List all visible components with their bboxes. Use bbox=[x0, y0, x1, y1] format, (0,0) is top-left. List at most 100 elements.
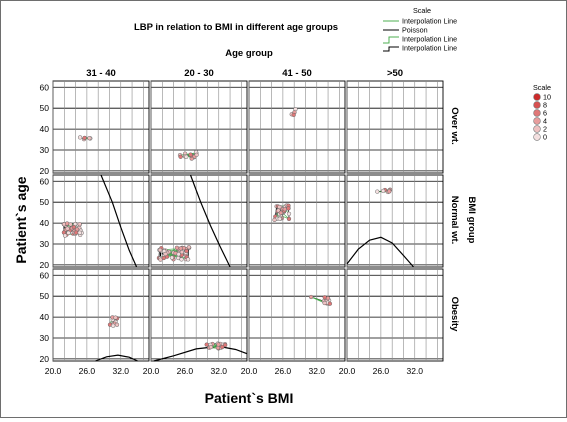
top-legend-heading: Scale bbox=[413, 6, 431, 15]
legend-swatch-green-step bbox=[383, 36, 399, 44]
panel-r2c1-point-39 bbox=[71, 224, 77, 230]
panel-r3c3-point-11 bbox=[327, 301, 333, 306]
panel-r2c1-point-31 bbox=[74, 230, 79, 235]
right-legend-swatch-2 bbox=[533, 101, 541, 109]
panel-r2c1-point-28 bbox=[62, 233, 68, 238]
x-tick-label-c3-1: 26.0 bbox=[275, 366, 292, 376]
row-group-label: BMI group bbox=[466, 197, 477, 244]
panel-r1c2-border bbox=[150, 80, 248, 174]
panel-r3c2-point-7 bbox=[223, 342, 228, 348]
panel-r3c1-point-5 bbox=[114, 322, 120, 327]
panel-r2c4-point-4 bbox=[381, 188, 386, 194]
panel-r3c1-point-9 bbox=[113, 315, 118, 320]
y-tick-label-r1-3: 50 bbox=[40, 103, 50, 113]
panel-r1c1-point-5 bbox=[87, 136, 92, 141]
panel-r1c1-border bbox=[52, 80, 150, 174]
right-legend-swatch-1 bbox=[533, 93, 541, 101]
panel-r1c1-point-3 bbox=[82, 135, 87, 141]
x-tick-label-c2-0: 20.0 bbox=[143, 366, 160, 376]
y-tick-label-r2-3: 50 bbox=[40, 197, 50, 207]
right-legend-item-2: 8 bbox=[543, 101, 547, 110]
y-tick-label-r1-0: 20 bbox=[40, 166, 50, 176]
panel-r2c4-border bbox=[346, 174, 444, 268]
panel-r2c2-point-35 bbox=[184, 248, 189, 254]
column-header-4: >50 bbox=[387, 68, 403, 79]
y-tick-label-r2-4: 60 bbox=[40, 176, 50, 186]
y-tick-label-r1-2: 40 bbox=[40, 124, 50, 134]
panel-r2c2-point-33 bbox=[158, 247, 163, 253]
top-legend: Scale Interpolation Line Poisson Interpo… bbox=[383, 6, 457, 53]
right-legend: Scale 10 8 6 4 2 0 bbox=[533, 83, 551, 142]
y-tick-label-r1-1: 30 bbox=[40, 145, 50, 155]
panel-r3c1-poisson-curve bbox=[95, 354, 138, 362]
x-axis-title: Patient`s BMI bbox=[205, 390, 294, 406]
row-header-1: Over wt. bbox=[449, 107, 460, 145]
panel-r1c2-point-7 bbox=[188, 152, 193, 157]
column-group-label: Age group bbox=[225, 48, 273, 59]
panel-r2c2-point-37 bbox=[179, 249, 185, 255]
row-header-3: Obesity bbox=[449, 297, 460, 333]
panel-r2c1-point-41 bbox=[65, 226, 70, 231]
panel-r2c4-poisson-curve bbox=[346, 236, 415, 268]
panel-r3c1-point-8 bbox=[111, 323, 116, 328]
panel-r2c2-point-17 bbox=[186, 245, 192, 250]
panel-r2c2-point-42 bbox=[174, 245, 180, 250]
right-legend-item-1: 10 bbox=[543, 93, 551, 102]
panel-r3c2-point-14 bbox=[216, 342, 221, 347]
y-tick-label-r1-4: 60 bbox=[40, 82, 50, 92]
y-axis-title: Patient`s age bbox=[13, 176, 29, 263]
panel-r3c3-point-7 bbox=[322, 295, 327, 300]
panel-r2c1-border bbox=[52, 174, 150, 268]
y-tick-label-r3-2: 40 bbox=[40, 312, 50, 322]
panel-r3c2-border bbox=[150, 268, 248, 362]
panel-r2c2-point-45 bbox=[163, 251, 168, 257]
column-header-1: 31 - 40 bbox=[86, 68, 116, 79]
panel-r3c3-point-10 bbox=[308, 294, 314, 300]
chart-title: LBP in relation to BMI in different age … bbox=[134, 22, 338, 33]
right-legend-swatch-3 bbox=[533, 109, 541, 117]
panel-r2c3-point-28 bbox=[277, 216, 282, 221]
y-tick-label-r3-1: 30 bbox=[40, 333, 50, 343]
panel-r3c2-point-13 bbox=[208, 344, 214, 350]
panel-r2c1-point-32 bbox=[77, 230, 82, 235]
panel-r2c2-poisson-curve bbox=[189, 174, 231, 268]
top-legend-item-3: Interpolation Line bbox=[402, 35, 457, 44]
panel-r3c3-border bbox=[248, 268, 346, 362]
panel-r2c3-border bbox=[248, 174, 346, 268]
panel-r2c3-point-0 bbox=[286, 211, 292, 216]
panel-r3c1-border bbox=[52, 268, 150, 362]
panel-r2c2-point-36 bbox=[185, 257, 191, 262]
panel-r3c2-point-15 bbox=[220, 344, 225, 350]
panel-r2c1-poisson-curve bbox=[100, 174, 138, 268]
panel-r3c2-point-11 bbox=[204, 342, 209, 347]
panel-r2c2-point-43 bbox=[161, 255, 166, 261]
x-tick-label-c4-0: 20.0 bbox=[339, 366, 356, 376]
panel-r2c1-point-40 bbox=[66, 230, 71, 235]
panel-r1c3-border bbox=[248, 80, 346, 174]
panel-r1c2-point-11 bbox=[178, 154, 183, 159]
panel-r2c1-point-38 bbox=[64, 221, 70, 226]
x-tick-label-c4-2: 32.0 bbox=[406, 366, 423, 376]
x-tick-label-c2-2: 32.0 bbox=[210, 366, 227, 376]
panel-r2c4-point-0 bbox=[375, 189, 380, 194]
x-tick-label-c3-0: 20.0 bbox=[241, 366, 258, 376]
panel-r1c4-border bbox=[346, 80, 444, 174]
y-tick-label-r2-2: 40 bbox=[40, 218, 50, 228]
panel-r2c2-point-28 bbox=[179, 257, 184, 262]
legend-swatch-black-step bbox=[383, 46, 399, 52]
panel-r2c4-point-6 bbox=[387, 189, 392, 194]
panel-r1c1-point-0 bbox=[77, 135, 83, 140]
panel-r2c2-point-24 bbox=[169, 255, 175, 260]
x-tick-label-c1-0: 20.0 bbox=[45, 366, 62, 376]
panel-r1c2-point-12 bbox=[184, 154, 189, 159]
y-tick-label-r2-1: 30 bbox=[40, 239, 50, 249]
right-legend-item-3: 6 bbox=[543, 109, 547, 118]
panel-r2c2-point-32 bbox=[176, 252, 181, 257]
column-header-3: 41 - 50 bbox=[282, 68, 312, 79]
panel-r2c1-point-25 bbox=[77, 222, 82, 227]
right-legend-item-4: 4 bbox=[543, 117, 547, 126]
x-tick-label-c2-1: 26.0 bbox=[177, 366, 194, 376]
